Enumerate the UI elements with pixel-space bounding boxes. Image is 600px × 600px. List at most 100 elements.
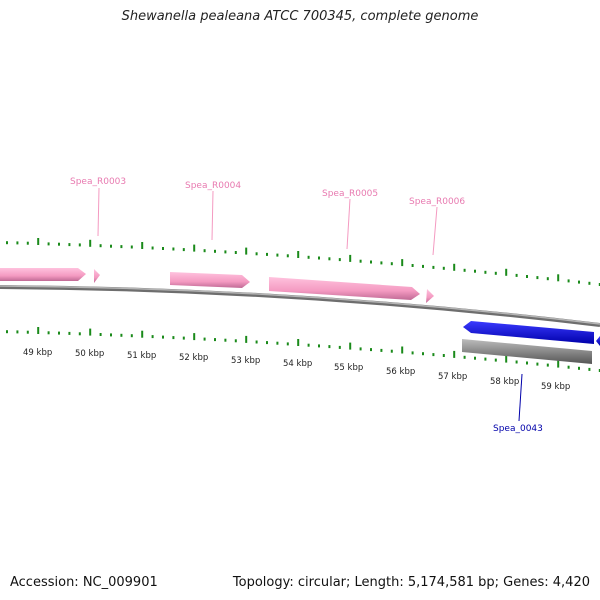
minor-tick (370, 260, 372, 264)
minor-tick (234, 339, 237, 343)
major-tick (193, 333, 196, 341)
rrna-label[interactable]: Spea_R0006 (409, 197, 465, 207)
major-tick (245, 247, 248, 255)
minor-tick (78, 332, 81, 336)
minor-tick (47, 331, 50, 335)
minor-tick (234, 251, 237, 254)
minor-tick (546, 363, 549, 367)
cds-label[interactable]: Spea_0043 (493, 424, 543, 434)
rrna-feature[interactable] (0, 268, 86, 281)
minor-tick (16, 330, 19, 334)
minor-tick (598, 283, 600, 286)
minor-tick (182, 248, 185, 252)
ruler-label: 56 kbp (386, 367, 415, 377)
minor-tick (120, 333, 123, 337)
rrna-feature[interactable] (94, 269, 100, 283)
major-tick (557, 360, 560, 368)
minor-tick (130, 245, 133, 249)
rrna-label[interactable]: Spea_R0003 (70, 177, 126, 187)
minor-tick (58, 242, 60, 246)
ruler-label: 59 kbp (541, 382, 570, 392)
minor-tick (182, 336, 185, 340)
minor-tick (328, 257, 331, 261)
minor-tick (203, 249, 206, 253)
minor-tick (266, 341, 268, 345)
ruler-label: 57 kbp (438, 372, 467, 382)
minor-tick (578, 280, 580, 284)
minor-tick (370, 348, 372, 352)
major-tick (401, 259, 404, 267)
minor-tick (567, 365, 570, 369)
minor-tick (422, 352, 424, 356)
cds-feature[interactable] (596, 336, 600, 346)
genome-summary-text: Topology: circular; Length: 5,174,581 bp… (232, 575, 590, 590)
rrna-leaders (97, 187, 438, 256)
minor-tick (484, 270, 487, 274)
lower-tick-track (6, 327, 600, 372)
minor-tick (110, 244, 112, 248)
cds-feature[interactable] (463, 321, 594, 344)
major-tick (193, 244, 196, 252)
rrna-features (0, 268, 434, 303)
minor-tick (390, 262, 393, 266)
minor-tick (162, 247, 164, 250)
minor-tick (130, 334, 133, 338)
minor-tick (120, 245, 123, 249)
ruler-label: 50 kbp (75, 349, 104, 359)
minor-tick (68, 243, 71, 247)
minor-tick (172, 247, 175, 251)
cds-leader (518, 373, 523, 422)
major-tick (505, 355, 508, 363)
minor-tick (162, 335, 164, 339)
rrna-feature[interactable] (426, 289, 434, 303)
minor-tick (474, 269, 476, 273)
minor-tick (307, 343, 310, 347)
major-tick (141, 242, 144, 249)
minor-tick (68, 331, 71, 335)
minor-tick (26, 241, 29, 245)
minor-tick (318, 256, 320, 260)
minor-tick (546, 277, 549, 281)
major-tick (349, 342, 352, 350)
minor-tick (224, 338, 227, 342)
minor-tick (172, 336, 175, 340)
rrna-label[interactable]: Spea_R0005 (322, 189, 378, 199)
minor-tick (214, 249, 216, 253)
rrna-feature[interactable] (170, 272, 250, 288)
minor-tick (442, 266, 445, 270)
major-tick (245, 335, 248, 343)
minor-tick (494, 271, 497, 275)
minor-tick (536, 362, 539, 366)
minor-tick (58, 331, 60, 335)
minor-tick (578, 366, 580, 370)
minor-tick (474, 356, 476, 360)
minor-tick (442, 354, 445, 357)
ruler-label: 49 kbp (23, 348, 52, 358)
minor-tick (484, 357, 487, 361)
minor-tick (214, 338, 216, 342)
minor-tick (47, 242, 50, 246)
minor-tick (307, 255, 310, 259)
minor-tick (286, 342, 289, 346)
rrna-feature[interactable] (269, 277, 420, 300)
minor-tick (515, 273, 518, 277)
minor-tick (422, 264, 424, 268)
rrna-label[interactable]: Spea_R0004 (185, 181, 241, 191)
accession-text: Accession: NC_009901 (10, 575, 158, 590)
minor-tick (411, 351, 414, 355)
minor-tick (380, 261, 383, 265)
minor-tick (255, 252, 258, 256)
minor-tick (380, 348, 383, 352)
major-tick (37, 238, 40, 245)
major-tick (297, 251, 300, 258)
major-tick (141, 330, 144, 338)
gray-feature (462, 339, 592, 364)
minor-tick (276, 253, 279, 257)
minor-tick (99, 244, 102, 248)
minor-tick (110, 333, 112, 337)
ruler-label: 58 kbp (490, 377, 519, 387)
map-title: Shewanella pealeana ATCC 700345, complet… (121, 9, 479, 24)
minor-tick (588, 367, 591, 371)
ruler-label: 54 kbp (283, 359, 312, 369)
